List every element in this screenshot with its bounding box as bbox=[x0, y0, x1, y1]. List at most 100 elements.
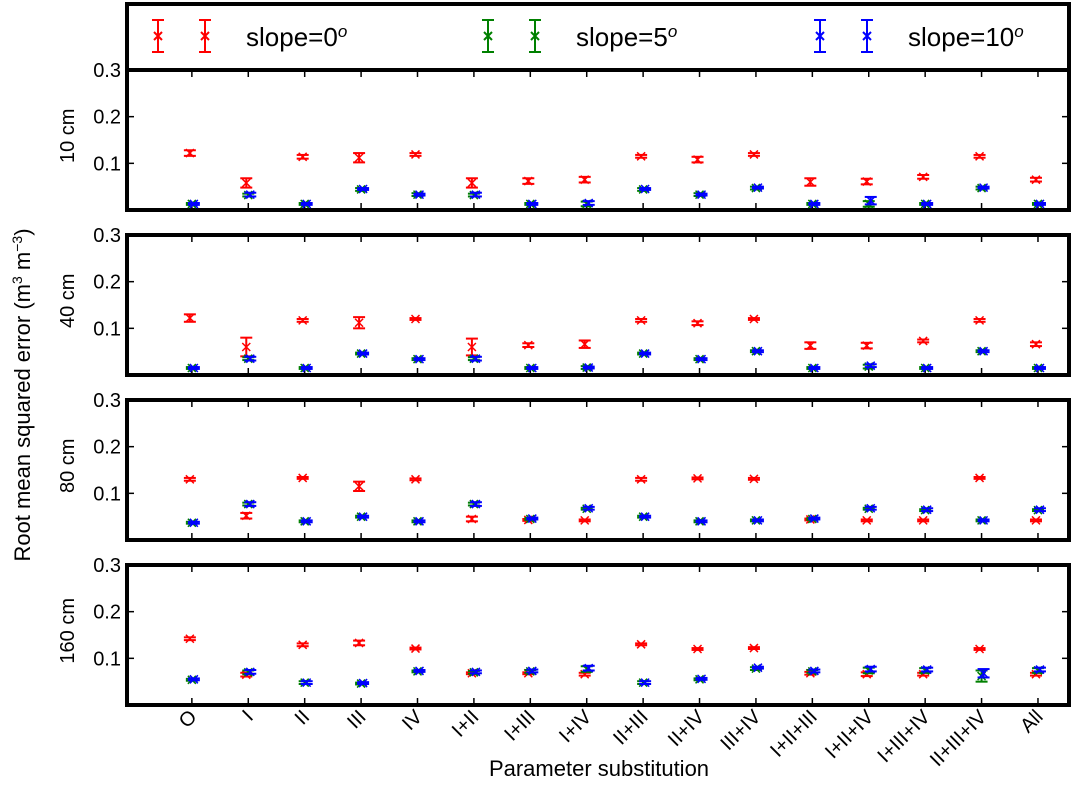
data-point bbox=[409, 474, 422, 484]
data-point bbox=[1033, 505, 1046, 515]
marker-x bbox=[922, 505, 932, 515]
marker-x bbox=[1035, 665, 1045, 675]
y-tick-label: 0.3 bbox=[93, 225, 121, 247]
marker-x bbox=[302, 199, 312, 209]
marker-x bbox=[809, 666, 819, 676]
data-point bbox=[691, 318, 704, 328]
marker-x bbox=[467, 342, 477, 352]
data-point bbox=[691, 473, 704, 483]
data-point bbox=[751, 183, 764, 193]
marker-x bbox=[527, 199, 537, 209]
marker-x bbox=[189, 199, 199, 209]
data-point bbox=[639, 349, 652, 359]
y-tick-label: 0.2 bbox=[93, 272, 121, 294]
data-point bbox=[183, 313, 196, 323]
marker-x bbox=[749, 149, 759, 159]
y-axis-title-end: ) bbox=[10, 228, 35, 235]
data-point bbox=[409, 644, 422, 654]
marker-x bbox=[697, 674, 707, 684]
marker-x bbox=[414, 354, 425, 364]
marker-x bbox=[753, 346, 763, 356]
data-point bbox=[522, 340, 535, 350]
x-tick-label: IV bbox=[398, 706, 427, 735]
marker-x bbox=[298, 473, 308, 483]
data-point bbox=[977, 346, 990, 356]
data-point bbox=[804, 341, 817, 351]
x-tick-label: II+III bbox=[609, 706, 652, 749]
y-tick-label: 0.3 bbox=[93, 555, 121, 577]
marker-x bbox=[753, 515, 763, 525]
data-point bbox=[695, 674, 708, 684]
data-point bbox=[187, 674, 200, 684]
marker-x bbox=[697, 516, 707, 526]
data-point bbox=[639, 512, 652, 522]
data-point bbox=[578, 515, 591, 525]
panel-frame bbox=[125, 68, 1071, 212]
data-point bbox=[353, 316, 366, 330]
data-point bbox=[353, 480, 366, 492]
data-point bbox=[296, 315, 309, 325]
y-tick-label: 0.1 bbox=[93, 318, 121, 340]
x-axis-title: Parameter substitution bbox=[489, 756, 709, 781]
data-point bbox=[187, 199, 200, 209]
marker-x bbox=[979, 183, 989, 193]
y-tick-label: 0.2 bbox=[93, 602, 121, 624]
data-point bbox=[691, 644, 704, 654]
legend-marker bbox=[530, 31, 540, 41]
data-point bbox=[747, 149, 760, 159]
data-point bbox=[864, 503, 877, 513]
marker-x bbox=[185, 313, 195, 323]
panel-3: 0.3 0.2 0.1 80 cm bbox=[57, 390, 1071, 542]
legend-marker bbox=[200, 31, 210, 41]
marker-x bbox=[584, 363, 594, 373]
data-point bbox=[240, 177, 253, 189]
data-point bbox=[413, 354, 426, 364]
data-point bbox=[808, 514, 821, 524]
data-point bbox=[183, 148, 196, 158]
data-point bbox=[582, 198, 595, 208]
data-point bbox=[187, 363, 200, 373]
legend-marker bbox=[862, 31, 872, 41]
marker-x bbox=[527, 514, 537, 524]
marker-x bbox=[189, 363, 199, 373]
marker-x bbox=[866, 503, 876, 513]
legend-entry-2: slope=5o bbox=[482, 19, 677, 53]
data-point bbox=[300, 199, 313, 209]
marker-x bbox=[749, 643, 759, 653]
y-tick-label: 0.1 bbox=[93, 483, 121, 505]
data-point bbox=[582, 363, 595, 373]
data-point bbox=[1029, 515, 1042, 525]
data-point bbox=[240, 511, 253, 521]
marker-x bbox=[189, 674, 199, 684]
marker-x bbox=[975, 473, 985, 483]
data-point bbox=[977, 515, 990, 525]
marker-x bbox=[410, 644, 421, 654]
marker-x bbox=[580, 515, 590, 525]
data-point bbox=[691, 155, 704, 165]
marker-x bbox=[471, 190, 481, 200]
marker-x bbox=[302, 678, 312, 688]
data-point bbox=[469, 354, 482, 364]
data-point bbox=[353, 638, 366, 648]
data-point bbox=[1033, 199, 1046, 209]
data-point bbox=[808, 666, 821, 676]
data-point bbox=[639, 184, 652, 194]
data-point bbox=[864, 361, 877, 371]
data-point bbox=[244, 667, 257, 677]
marker-x bbox=[640, 184, 650, 194]
marker-x bbox=[636, 639, 646, 649]
data-point bbox=[357, 184, 370, 194]
marker-x bbox=[922, 665, 932, 675]
marker-x bbox=[753, 663, 763, 673]
marker-x bbox=[358, 512, 368, 522]
marker-x bbox=[358, 349, 368, 359]
data-point bbox=[695, 354, 708, 364]
legend-label-text: slope=10 bbox=[908, 22, 1014, 52]
marker-x bbox=[185, 634, 195, 644]
marker-x bbox=[693, 155, 703, 165]
legend: slope=0o slope=5o slope=10o bbox=[125, 2, 1071, 72]
marker-x bbox=[866, 361, 876, 371]
data-point bbox=[695, 516, 708, 526]
data-point bbox=[465, 514, 478, 524]
data-point bbox=[695, 190, 708, 200]
